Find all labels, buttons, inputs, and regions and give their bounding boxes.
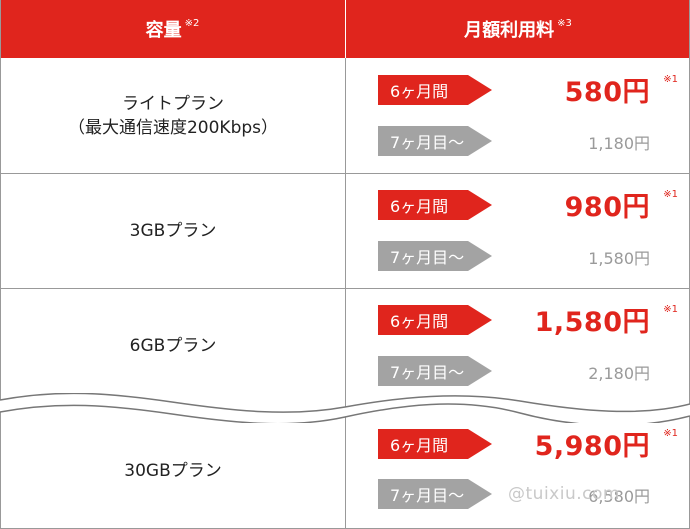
after-period-price: 1,180円 [588, 134, 650, 153]
after-period-price: 1,580円 [588, 249, 650, 268]
watermark-text: @tuixiu.com [508, 484, 620, 504]
plan-speed-note: （最大通信速度200Kbps） [67, 117, 279, 138]
first-period-price: 580円 [564, 77, 650, 108]
first-period-price: 980円 [564, 192, 650, 223]
plan-row-6gb: 6GBプラン 6ヶ月間 1,580円 ※1 7ヶ月目～ 2,180円 [0, 288, 690, 403]
wave-break-divider [0, 393, 690, 423]
plan-name-cell: 3GBプラン [0, 173, 346, 288]
plan-name: 30GBプラン [124, 460, 222, 481]
header-fee-label: 月額利用料 [464, 20, 555, 41]
first-period-price: 5,980円 [534, 431, 650, 462]
first-period-tag: 6ヶ月間 [378, 190, 492, 220]
after-period-tag: 7ヶ月目～ [378, 479, 492, 509]
plan-row-light: ライトプラン （最大通信速度200Kbps） 6ヶ月間 580円 ※1 7ヶ月目… [0, 58, 690, 173]
first-price-note: ※1 [663, 74, 678, 85]
first-price-note: ※1 [663, 189, 678, 200]
after-period-tag: 7ヶ月目～ [378, 241, 492, 271]
plan-name: ライトプラン [122, 93, 224, 114]
table-left-border [0, 0, 1, 529]
row-divider [0, 173, 690, 174]
after-period-tag: 7ヶ月目～ [378, 356, 492, 386]
plan-name-cell: 30GBプラン [0, 413, 346, 528]
plan-name-cell: 6GBプラン [0, 288, 346, 403]
after-period-tag: 7ヶ月目～ [378, 126, 492, 156]
header-fee-note: ※3 [557, 17, 572, 29]
first-price-note: ※1 [663, 304, 678, 315]
header-capacity-note: ※2 [184, 17, 200, 29]
plan-name: 6GBプラン [129, 335, 217, 356]
header-capacity: 容量 ※2 [0, 0, 346, 58]
after-period-price: 2,180円 [588, 364, 650, 383]
column-divider [345, 58, 346, 529]
first-period-tag: 6ヶ月間 [378, 429, 492, 459]
row-divider [0, 288, 690, 289]
plan-name: 3GBプラン [129, 220, 217, 241]
first-period-price: 1,580円 [534, 307, 650, 338]
plan-row-3gb: 3GBプラン 6ヶ月間 980円 ※1 7ヶ月目～ 1,580円 [0, 173, 690, 288]
header-capacity-label: 容量 [145, 20, 182, 41]
plan-row-30gb: 30GBプラン 6ヶ月間 5,980円 ※1 7ヶ月目～ 6,580円 [0, 413, 690, 528]
first-period-tag: 6ヶ月間 [378, 305, 492, 335]
first-price-note: ※1 [663, 428, 678, 439]
first-period-tag: 6ヶ月間 [378, 75, 492, 105]
header-monthly-fee: 月額利用料 ※3 [346, 0, 690, 58]
plan-name-cell: ライトプラン （最大通信速度200Kbps） [0, 58, 346, 173]
after-period-price: 6,580円 [588, 487, 650, 506]
